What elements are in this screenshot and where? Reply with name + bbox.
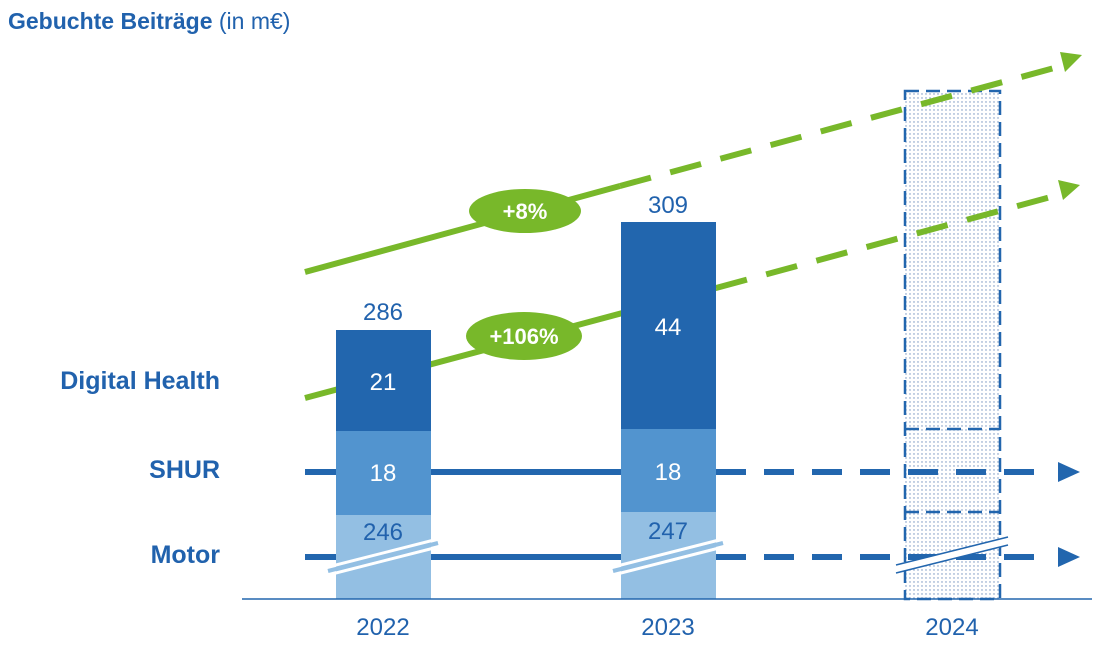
axis-break-2023 bbox=[612, 537, 724, 577]
total-label-2023: 309 bbox=[648, 192, 688, 219]
bar-2022-digital-health bbox=[336, 330, 431, 431]
total-label-2022: 286 bbox=[363, 299, 403, 326]
value-label-2022-motor: 246 bbox=[363, 519, 403, 546]
growth-label-total: +8% bbox=[503, 199, 548, 224]
value-label-2023-shur: 18 bbox=[655, 459, 682, 486]
projection-bar-2024 bbox=[903, 89, 1002, 601]
value-label-2023-digital-health: 44 bbox=[655, 314, 682, 341]
growth-badge-total: +8% bbox=[469, 189, 581, 233]
axis-break-2022 bbox=[327, 537, 439, 577]
x-tick-2023: 2023 bbox=[641, 614, 694, 641]
value-label-2023-motor: 247 bbox=[648, 518, 688, 545]
bar-2022-shur bbox=[336, 431, 431, 515]
chart-title: Gebuchte Beiträge (in m€) bbox=[8, 8, 290, 35]
bar-2023 bbox=[612, 222, 724, 599]
bar-2022 bbox=[327, 330, 439, 599]
series-label-digital-health: Digital Health bbox=[60, 367, 220, 395]
growth-label-digital-health: +106% bbox=[489, 324, 558, 349]
x-tick-2024: 2024 bbox=[925, 614, 978, 641]
value-label-2022-digital-health: 21 bbox=[370, 369, 397, 396]
chart-title-unit: (in m€) bbox=[218, 8, 291, 34]
chart-title-main: Gebuchte Beiträge bbox=[8, 8, 213, 34]
bar-2023-shur bbox=[621, 429, 716, 512]
bar-2023-digital-health bbox=[621, 222, 716, 429]
axis-break-2024 bbox=[895, 536, 1009, 574]
series-label-shur: SHUR bbox=[149, 456, 220, 484]
growth-badge-digital-health: +106% bbox=[466, 312, 582, 360]
series-label-motor: Motor bbox=[150, 541, 220, 569]
x-tick-2022: 2022 bbox=[356, 614, 409, 641]
value-label-2022-shur: 18 bbox=[370, 460, 397, 487]
